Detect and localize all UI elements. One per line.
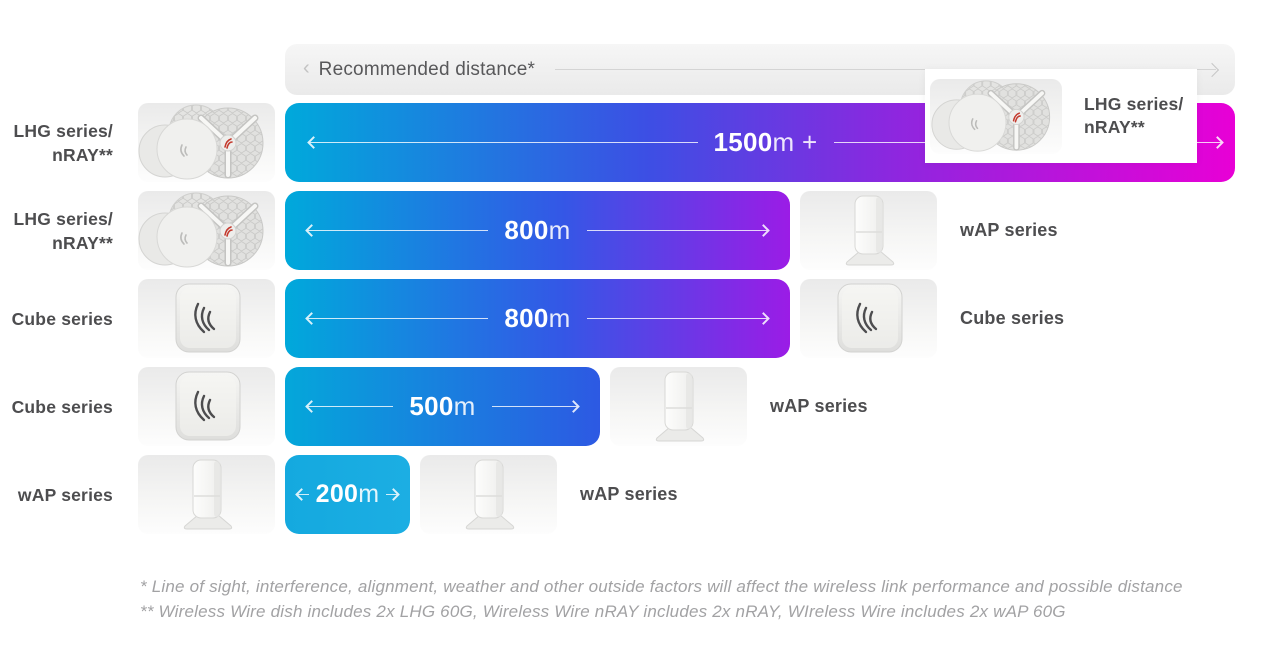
arrow-right-icon	[757, 224, 770, 237]
track-arrow-line	[555, 68, 1216, 71]
row1-right-label-line1: LHG series/	[1084, 94, 1184, 114]
distance-bar-500m: 500m	[285, 367, 600, 446]
row1-left-label-line2: nRAY**	[52, 144, 113, 165]
row4-left-label: Cube series	[0, 367, 113, 446]
row2-left-label: LHG series/ nRAY**	[0, 191, 113, 270]
distance-unit: m	[453, 391, 476, 421]
bar-arrow-right	[586, 224, 770, 237]
bar-arrow-right	[491, 400, 580, 413]
bar-arrow-right	[386, 488, 400, 501]
cube-device-icon	[800, 279, 937, 358]
arrow-right-icon	[1211, 136, 1224, 149]
distance-label: 500m	[409, 391, 475, 422]
row5-right-device-tile	[420, 455, 557, 534]
footnote-line2: ** Wireless Wire dish includes 2x LHG 60…	[140, 602, 1066, 621]
row5-left-device-tile	[138, 455, 275, 534]
row1-left-label-line1: LHG series/	[13, 120, 113, 141]
distance-label: 800m	[504, 303, 570, 334]
lhg-dish-antenna-icon	[138, 191, 275, 270]
row2-right-device-tile	[800, 191, 937, 270]
arrow-right-icon	[1204, 62, 1220, 77]
bar-arrow-left	[307, 136, 698, 149]
row4-right-device-tile	[610, 367, 747, 446]
row5-left-label-line1: wAP series	[17, 484, 113, 505]
row5-left-label: wAP series	[0, 455, 113, 534]
row3-left-device-tile	[138, 279, 275, 358]
arrow-left-icon	[305, 400, 318, 413]
distance-value: 800	[504, 215, 549, 245]
cube-device-icon	[138, 367, 275, 446]
distance-unit: m	[548, 215, 571, 245]
row2-left-label-line2: nRAY**	[52, 232, 113, 253]
distance-unit: m	[358, 480, 380, 508]
bar-arrow-left	[305, 224, 489, 237]
arrow-right-icon	[567, 400, 580, 413]
wap-device-icon	[138, 455, 275, 534]
row1-left-device-tile	[138, 103, 275, 182]
distance-bar-800m-a: 800m	[285, 191, 790, 270]
distance-value: 800	[504, 303, 549, 333]
row2-left-device-tile	[138, 191, 275, 270]
chevron-left-icon: ‹	[303, 57, 310, 79]
distance-value: 1500	[713, 127, 773, 157]
wap-device-icon	[420, 455, 557, 534]
row5-right-label: wAP series	[580, 484, 678, 504]
arrow-left-icon	[295, 488, 308, 501]
track-title: Recommended distance*	[318, 58, 536, 80]
bar-arrow-right	[586, 312, 770, 325]
row3-left-label-line1: Cube series	[11, 308, 113, 329]
footnotes: * Line of sight, interference, alignment…	[140, 574, 1183, 624]
bar-arrow-left	[305, 400, 394, 413]
cube-device-icon	[138, 279, 275, 358]
footnote-line1: * Line of sight, interference, alignment…	[140, 577, 1183, 596]
arrow-left-icon	[305, 312, 318, 325]
bar-arrow-left	[305, 312, 489, 325]
arrow-left-icon	[307, 136, 320, 149]
distance-unit: m +	[772, 127, 818, 157]
row1-right-device-card: LHG series/ nRAY**	[925, 69, 1197, 163]
row1-right-label: LHG series/ nRAY**	[1084, 93, 1183, 139]
lhg-dish-antenna-icon	[138, 103, 275, 182]
row3-right-label: Cube series	[960, 308, 1065, 328]
row4-left-device-tile	[138, 367, 275, 446]
wap-device-icon	[610, 367, 747, 446]
arrow-left-icon	[305, 224, 318, 237]
wap-device-icon	[800, 191, 937, 270]
row2-right-label: wAP series	[960, 220, 1058, 240]
distance-value: 500	[409, 391, 454, 421]
distance-unit: m	[548, 303, 571, 333]
bar-arrow-left	[295, 488, 309, 501]
distance-value: 200	[315, 480, 359, 508]
distance-bar-800m-b: 800m	[285, 279, 790, 358]
row3-left-label: Cube series	[0, 279, 113, 358]
distance-label: 1500m +	[714, 127, 818, 158]
row1-right-device-tile	[930, 78, 1062, 154]
distance-bar-200m: 200m	[285, 455, 410, 534]
row3-right-device-tile	[800, 279, 937, 358]
arrow-right-icon	[387, 488, 400, 501]
row4-left-label-line1: Cube series	[11, 396, 113, 417]
distance-label: 200m	[316, 480, 380, 509]
distance-label: 800m	[504, 215, 570, 246]
row4-right-label: wAP series	[770, 396, 868, 416]
row1-right-label-line2: nRAY**	[1084, 117, 1145, 137]
arrow-right-icon	[757, 312, 770, 325]
row2-left-label-line1: LHG series/	[13, 208, 113, 229]
row1-left-label: LHG series/ nRAY**	[0, 103, 113, 182]
lhg-dish-antenna-icon	[930, 79, 1062, 154]
